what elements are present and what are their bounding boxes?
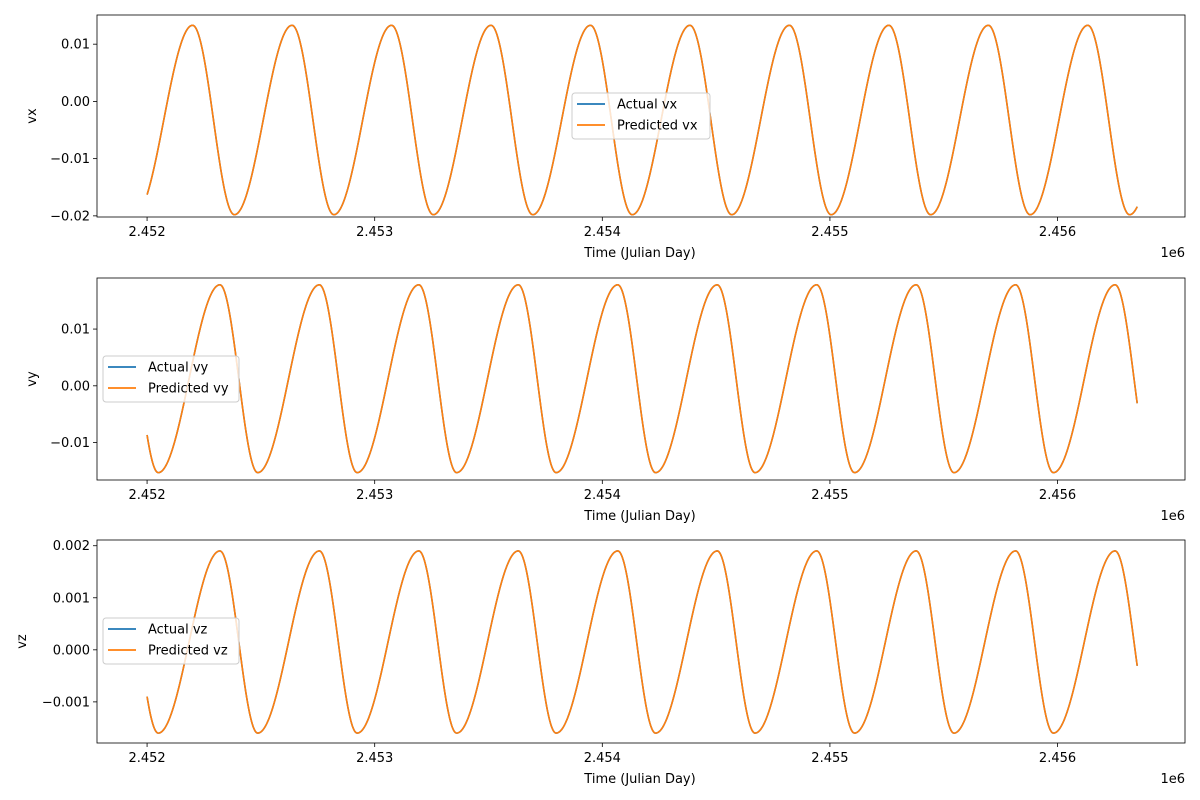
x-tick-label: 2.455 [811, 751, 848, 766]
x-offset-label: 1e6 [1160, 509, 1185, 524]
y-tick-label: 0.00 [61, 379, 90, 394]
x-tick-label: 2.454 [584, 488, 621, 503]
x-axis-label: Time (Julian Day) [583, 246, 695, 261]
x-tick-label: 2.452 [128, 488, 165, 503]
legend: Actual vz Predicted vz [102, 617, 240, 665]
y-tick-label: 0.000 [53, 643, 90, 658]
legend: Actual vy Predicted vy [102, 355, 240, 403]
x-axis-label: Time (Julian Day) [583, 509, 695, 524]
axes-frame [96, 14, 1186, 218]
subplot-vz: 2.452 2.453 2.454 2.455 2.456 −0.001 0.000 0.00… [15, 539, 1186, 787]
legend: Actual vx Predicted vx [571, 92, 711, 140]
y-tick-label: 0.00 [61, 95, 90, 110]
y-axis-label: vz [15, 634, 30, 649]
x-axis-label: Time (Julian Day) [583, 772, 695, 787]
x-tick-label: 2.456 [1039, 488, 1076, 503]
legend-label-predicted: Predicted vz [148, 644, 228, 659]
x-tick-label: 2.453 [356, 488, 393, 503]
series-line-predicted [146, 284, 1138, 474]
y-axis-label: vy [25, 371, 40, 387]
x-offset-label: 1e6 [1160, 772, 1185, 787]
legend-label-predicted: Predicted vy [148, 382, 229, 397]
x-tick-label: 2.456 [1039, 225, 1076, 240]
y-tick-label: 0.001 [53, 591, 90, 606]
legend-label-actual: Actual vx [617, 98, 678, 113]
y-tick-label: −0.01 [50, 152, 90, 167]
y-tick-label: 0.002 [53, 539, 90, 554]
x-tick-label: 2.455 [811, 225, 848, 240]
subplot-vy: 2.452 2.453 2.454 2.455 2.456 −0.01 0.00 0.01 Ti… [25, 277, 1186, 524]
axes-frame [96, 539, 1186, 744]
x-tick-label: 2.454 [584, 225, 621, 240]
x-tick-label: 2.452 [128, 751, 165, 766]
x-tick-label: 2.453 [356, 225, 393, 240]
legend-box [102, 355, 240, 403]
y-axis-label: vx [25, 108, 40, 124]
legend-label-actual: Actual vz [148, 623, 208, 638]
x-tick-label: 2.453 [356, 751, 393, 766]
legend-label-actual: Actual vy [148, 361, 209, 376]
x-tick-label: 2.454 [584, 751, 621, 766]
y-tick-label: −0.02 [50, 209, 90, 224]
axes-frame [96, 277, 1186, 481]
x-tick-label: 2.455 [811, 488, 848, 503]
legend-box [102, 617, 240, 665]
y-tick-label: 0.01 [61, 38, 90, 53]
legend-label-predicted: Predicted vx [617, 119, 698, 134]
legend-box [571, 92, 711, 140]
x-tick-label: 2.456 [1039, 751, 1076, 766]
y-tick-label: −0.001 [42, 695, 90, 710]
y-tick-label: −0.01 [50, 436, 90, 451]
series-line-predicted [146, 24, 1138, 216]
x-offset-label: 1e6 [1160, 246, 1185, 261]
series-line-predicted [146, 550, 1138, 734]
x-tick-label: 2.452 [128, 225, 165, 240]
y-tick-label: 0.01 [61, 323, 90, 338]
subplot-vx: 2.452 2.453 2.454 2.455 2.456 −0.02 −0.01 0.00 0… [25, 14, 1186, 261]
